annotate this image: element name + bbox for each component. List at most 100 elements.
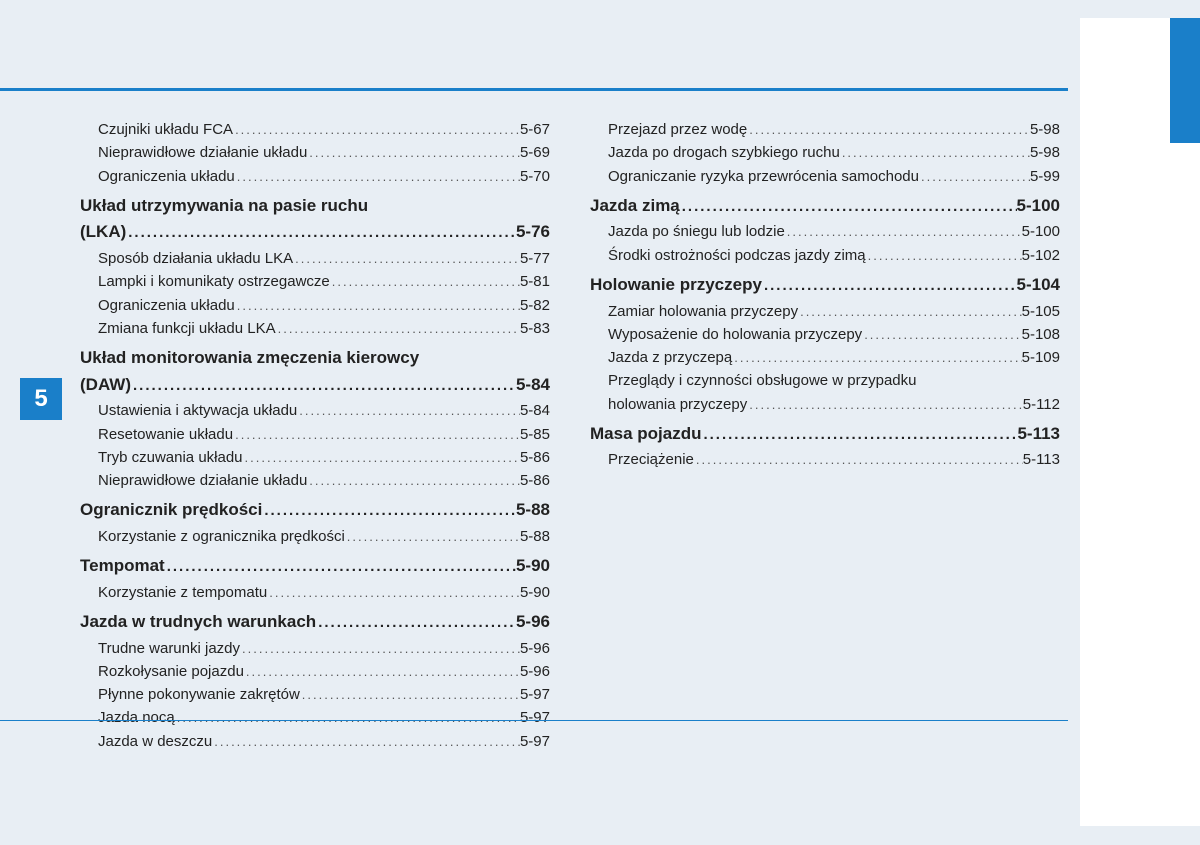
toc-page-number: 5-86 (520, 446, 550, 469)
toc-entry: Trudne warunki jazdy....................… (80, 637, 550, 660)
toc-leader: ........................................… (262, 500, 516, 522)
toc-label: Płynne pokonywanie zakrętów (98, 683, 300, 706)
toc-label: Rozkołysanie pojazdu (98, 660, 244, 683)
toc-leader: ........................................… (680, 196, 1017, 218)
toc-columns: Czujniki układu FCA.....................… (80, 118, 1060, 753)
toc-section: Tempomat ...............................… (80, 554, 550, 579)
toc-label: Korzystanie z ogranicznika prędkości (98, 525, 345, 548)
toc-page-number: 5-97 (520, 730, 550, 753)
toc-label: Masa pojazdu (590, 422, 701, 447)
toc-page-number: 5-77 (520, 247, 550, 270)
toc-entry: Wyposażenie do holowania przyczepy......… (590, 323, 1060, 346)
toc-label: Jazda w deszczu (98, 730, 212, 753)
toc-label: Zmiana funkcji układu LKA (98, 317, 276, 340)
toc-page-number: 5-88 (520, 525, 550, 548)
toc-leader: ........................................… (131, 375, 516, 397)
toc-entry: Ograniczenia układu.....................… (80, 165, 550, 188)
toc-entry: Płynne pokonywanie zakrętów.............… (80, 683, 550, 706)
toc-label: Przeciążenie (608, 448, 694, 471)
toc-page-number: 5-99 (1030, 165, 1060, 188)
toc-leader: ........................................… (762, 275, 1017, 297)
toc-entry: Przeglądy i czynności obsługowe w przypa… (590, 369, 1060, 392)
chapter-color-tab (1170, 18, 1200, 143)
toc-page-number: 5-97 (520, 706, 550, 729)
toc-page-number: 5-98 (1030, 141, 1060, 164)
toc-page-number: 5-84 (520, 399, 550, 422)
toc-page-number: 5-67 (520, 118, 550, 141)
toc-page-number: 5-83 (520, 317, 550, 340)
toc-label: Układ utrzymywania na pasie ruchu (80, 194, 368, 219)
toc-entry: Ustawienia i aktywacja układu...........… (80, 399, 550, 422)
toc-leader: ........................................… (694, 450, 1023, 470)
toc-entry: Tryb czuwania układu....................… (80, 446, 550, 469)
toc-label: Lampki i komunikaty ostrzegawcze (98, 270, 330, 293)
toc-label: Sposób działania układu LKA (98, 247, 293, 270)
toc-leader: ........................................… (785, 222, 1022, 242)
toc-label: Ustawienia i aktywacja układu (98, 399, 297, 422)
toc-section: (DAW) ..................................… (80, 373, 550, 398)
toc-entry: Jazda z przyczepą.......................… (590, 346, 1060, 369)
toc-section: Masa pojazdu............................… (590, 422, 1060, 447)
toc-label: Przeglądy i czynności obsługowe w przypa… (608, 369, 917, 392)
toc-entry: Zmiana funkcji układu LKA ..............… (80, 317, 550, 340)
toc-label: Układ monitorowania zmęczenia kierowcy (80, 346, 419, 371)
toc-leader: ........................................… (244, 662, 520, 682)
toc-page-number: 5-98 (1030, 118, 1060, 141)
toc-leader: ........................................… (233, 425, 520, 445)
toc-entry: Ograniczenia układu.....................… (80, 294, 550, 317)
toc-label: Ograniczenia układu (98, 165, 235, 188)
toc-section: Jazda zimą .............................… (590, 194, 1060, 219)
toc-label: Środki ostrożności podczas jazdy zimą (608, 244, 866, 267)
toc-entry: holowania przyczepy.....................… (590, 393, 1060, 416)
toc-page-number: 5-97 (520, 683, 550, 706)
toc-page-number: 5-88 (516, 498, 550, 523)
toc-page-number: 5-69 (520, 141, 550, 164)
toc-label: Jazda po śniegu lub lodzie (608, 220, 785, 243)
toc-page-number: 5-105 (1022, 300, 1060, 323)
toc-leader: ........................................… (862, 325, 1021, 345)
toc-page-number: 5-113 (1023, 448, 1060, 471)
toc-label: Ograniczenia układu (98, 294, 235, 317)
toc-page-number: 5-104 (1017, 273, 1060, 298)
toc-entry: Nieprawidłowe działanie układu..........… (80, 141, 550, 164)
toc-leader: ........................................… (345, 527, 520, 547)
toc-label: Jazda po drogach szybkiego ruchu (608, 141, 840, 164)
toc-label: Ogranicznik prędkości (80, 498, 262, 523)
toc-label: Jazda w trudnych warunkach (80, 610, 316, 635)
toc-page-number: 5-100 (1017, 194, 1060, 219)
toc-leader: ........................................… (175, 708, 520, 728)
toc-label: Czujniki układu FCA (98, 118, 233, 141)
toc-page-number: 5-85 (520, 423, 550, 446)
toc-entry: Korzystanie z ogranicznika prędkości....… (80, 525, 550, 548)
toc-leader: ........................................… (267, 583, 520, 603)
toc-page-number: 5-86 (520, 469, 550, 492)
toc-page-number: 5-90 (516, 554, 550, 579)
toc-label: Wyposażenie do holowania przyczepy (608, 323, 862, 346)
toc-leader: ........................................… (330, 272, 520, 292)
toc-page-number: 5-96 (520, 637, 550, 660)
toc-entry: Przeciążenie............................… (590, 448, 1060, 471)
toc-leader: ........................................… (798, 302, 1022, 322)
toc-leader: ........................................… (307, 143, 520, 163)
toc-label: Resetowanie układu (98, 423, 233, 446)
toc-page-number: 5-81 (520, 270, 550, 293)
top-divider (0, 88, 1068, 91)
toc-leader: ........................................… (297, 401, 520, 421)
toc-entry: Środki ostrożności podczas jazdy zimą...… (590, 244, 1060, 267)
toc-leader: ........................................… (165, 556, 516, 578)
toc-section: Ogranicznik prędkości ..................… (80, 498, 550, 523)
toc-leader: ........................................… (126, 222, 516, 244)
toc-leader: ........................................… (235, 296, 520, 316)
toc-label: Tempomat (80, 554, 165, 579)
toc-leader: ........................................… (701, 424, 1017, 446)
toc-label: Tryb czuwania układu (98, 446, 243, 469)
toc-label: (DAW) (80, 373, 131, 398)
toc-leader: ........................................… (293, 249, 520, 269)
toc-leader: ........................................… (233, 120, 520, 140)
toc-page-number: 5-82 (520, 294, 550, 317)
toc-section: Układ utrzymywania na pasie ruchu (80, 194, 550, 219)
toc-label: Trudne warunki jazdy (98, 637, 240, 660)
toc-leader: ........................................… (316, 612, 516, 634)
toc-label: Ograniczanie ryzyka przewrócenia samocho… (608, 165, 919, 188)
toc-section: Układ monitorowania zmęczenia kierowcy (80, 346, 550, 371)
